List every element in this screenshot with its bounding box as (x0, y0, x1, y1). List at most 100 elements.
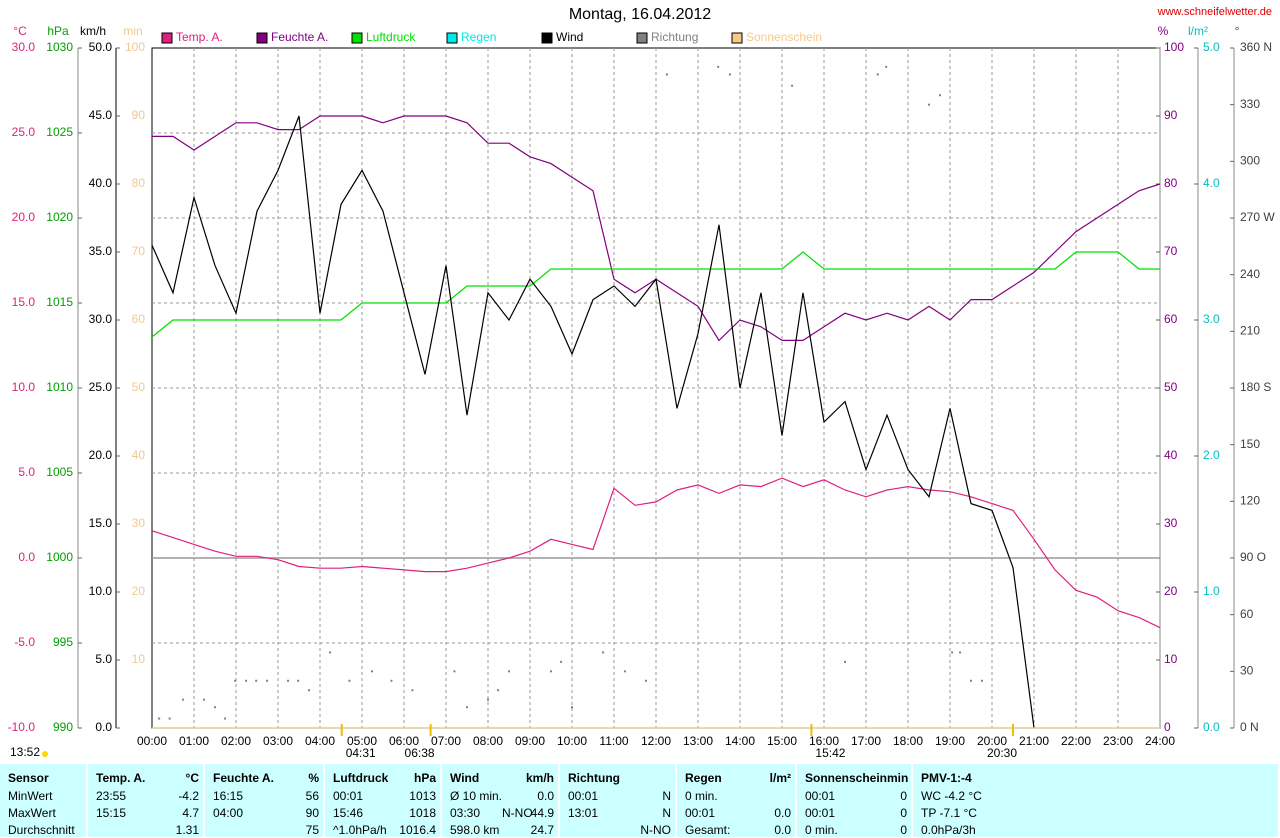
direction-point (497, 689, 500, 692)
chart-title: Montag, 16.04.2012 (569, 6, 711, 23)
legend-label: Temp. A. (176, 30, 223, 44)
table-cell: 0.0hPa/3h (921, 821, 1274, 838)
y-tick-label: 20.0 (12, 210, 36, 224)
table-cell: ^1.0hPa/h 1016.4 (333, 821, 436, 838)
x-tick-label: 00:00 (137, 734, 167, 748)
y-tick-label: 1020 (46, 210, 73, 224)
cell-text: 00:01 (805, 805, 836, 820)
cell-text: 00:01 (805, 788, 836, 803)
y-tick-label: 50.0 (89, 40, 113, 54)
y-tick-label: 330 (1240, 97, 1260, 111)
y-tick-label: 20 (1164, 584, 1178, 598)
event-label: 20:30 (987, 746, 1017, 760)
direction-point (644, 679, 647, 682)
cell-text: 0.0 (774, 822, 791, 837)
table-cell: 03:30 N-NO 44.9 (450, 804, 554, 821)
cell-text: -4.2 (178, 788, 199, 803)
y-tick-label: 1.0 (1203, 584, 1220, 598)
direction-point (876, 73, 879, 76)
x-tick-label: 18:00 (893, 734, 923, 748)
direction-point (371, 670, 374, 673)
direction-point (951, 651, 954, 654)
y-tick-label: 270 W (1240, 210, 1275, 224)
direction-point (158, 717, 161, 720)
table-cell: 00:01 0 (805, 804, 907, 821)
cell-text: 24.7 (530, 822, 554, 837)
y-tick-label: 20 (132, 584, 146, 598)
x-tick-label: 17:00 (851, 734, 881, 748)
legend-swatch (541, 32, 553, 44)
table-column: Richtung 00:01 N 13:01 N N-NO (560, 764, 677, 837)
direction-point (550, 670, 552, 673)
cell-text: 598.0 km (450, 822, 500, 837)
cell-text: 1.31 (175, 822, 199, 837)
table-cell: WC -4.2 °C (921, 787, 1274, 804)
cell-text: WC -4.2 °C (921, 788, 982, 803)
y-tick-label: 120 (1240, 494, 1260, 508)
direction-point (728, 73, 731, 76)
cell-text: km/h (525, 770, 554, 785)
cell-text: N-NO (502, 805, 533, 820)
cell-text: PMV-1:-4 (921, 770, 972, 785)
x-tick-label: 04:00 (305, 734, 335, 748)
x-tick-label: 05:00 (347, 734, 377, 748)
legend-swatch (351, 32, 363, 44)
y-tick-label: 30.0 (89, 312, 113, 326)
y-tick-label: 90 O (1240, 550, 1266, 564)
table-cell: 00:01 N (568, 787, 671, 804)
direction-point (308, 689, 311, 692)
y-tick-label: 100 (1164, 40, 1184, 54)
header-cell: Feuchte A.% (213, 768, 319, 787)
y-tick-label: 0.0 (95, 720, 112, 734)
cell-text: % (308, 770, 319, 785)
cell-text: Regen (685, 770, 722, 785)
cell-text: 44.9 (530, 805, 554, 820)
x-tick-label: 01:00 (179, 734, 209, 748)
direction-point (390, 679, 393, 682)
y-tick-label: 60 (1164, 312, 1178, 326)
y-tick-label: 10.0 (12, 380, 36, 394)
y-tick-label: 90 (1164, 108, 1178, 122)
y-tick-label: 50 (1164, 380, 1178, 394)
direction-point (297, 679, 300, 682)
x-tick-label: 03:00 (263, 734, 293, 748)
cell-text: 00:01 (568, 788, 599, 803)
legend-label: Wind (556, 30, 583, 44)
x-tick-label: 15:00 (767, 734, 797, 748)
table-cell: 13:01 N (568, 804, 671, 821)
direction-point (623, 670, 626, 673)
y-tick-label: 30 (132, 516, 146, 530)
table-cell: N-NO (568, 821, 671, 838)
cell-text: l/m² (769, 770, 791, 785)
direction-point (266, 679, 269, 682)
cell-text: Ø 10 min. (450, 788, 503, 803)
y-tick-label: 10.0 (89, 584, 113, 598)
table-column: Luftdruck hPa 00:01 1013 15:46 1018 ^1.0hPa/h 1… (325, 764, 442, 837)
direction-point (938, 94, 941, 97)
cell-text: 1016.4 (399, 822, 436, 837)
y-tick-label: -10.0 (8, 720, 36, 734)
y-tick-label: 1005 (46, 465, 73, 479)
legend-label: Feuchte A. (271, 30, 328, 44)
x-tick-label: 24:00 (1145, 734, 1175, 748)
cell-text: 0 (900, 805, 907, 820)
direction-point (717, 65, 720, 68)
cell-text: Temp. A. (96, 770, 146, 785)
axis-unit: km/h (80, 24, 106, 38)
header-cell: Richtung (568, 768, 671, 787)
direction-point (348, 679, 351, 682)
direction-point (791, 84, 794, 87)
y-tick-label: 80 (1164, 176, 1178, 190)
y-tick-label: 5.0 (95, 652, 112, 666)
y-tick-label: 40.0 (89, 176, 113, 190)
cell-text: TP -7.1 °C (921, 805, 977, 820)
event-label: 06:38 (405, 746, 435, 760)
axis-unit: min (123, 24, 142, 38)
event-label: 15:42 (815, 746, 845, 760)
y-tick-label: 1030 (46, 40, 73, 54)
direction-point (885, 65, 888, 68)
legend-swatch (636, 32, 648, 44)
cell-text: Durchschnitt (8, 822, 75, 837)
cell-text: N (662, 788, 671, 803)
table-cell: 598.0 km 24.7 (450, 821, 554, 838)
